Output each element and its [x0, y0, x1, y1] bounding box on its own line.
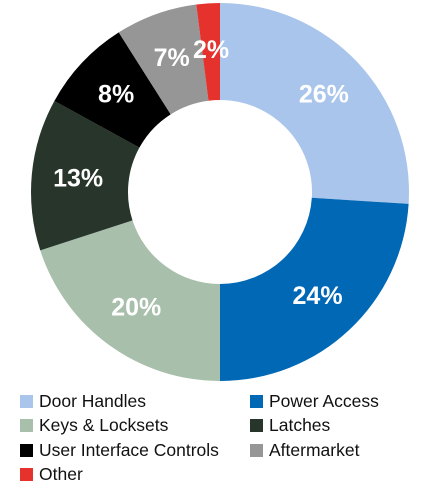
- legend-swatch: [250, 394, 263, 408]
- legend-item-aftermarket: Aftermarket: [250, 438, 359, 462]
- legend-item-power-access: Power Access: [250, 389, 379, 413]
- donut-chart: 26% 24% 20% 13% 8% 7% 2%: [31, 3, 409, 381]
- legend-item-latches: Latches: [250, 414, 330, 438]
- slice-other: [196, 3, 220, 101]
- legend-label: Power Access: [269, 390, 379, 411]
- slice-keys-and-locksets: [40, 220, 220, 381]
- data-label-user-interface-controls: 8%: [98, 80, 134, 108]
- slice-user-interface-controls: [54, 32, 171, 148]
- legend-label: Keys & Locksets: [39, 415, 169, 435]
- donut-chart-svg: 26% 24% 20% 13% 8% 7% 2%: [31, 3, 409, 381]
- data-label-door-handles: 26%: [299, 80, 349, 108]
- legend-swatch: [20, 443, 33, 457]
- data-label-aftermarket: 7%: [154, 44, 190, 72]
- legend-item-keys-and-locksets: Keys & Locksets: [20, 414, 168, 438]
- legend-item-user-interface-controls: User Interface Controls: [20, 438, 219, 462]
- legend-label: Latches: [269, 415, 331, 435]
- data-label-power-access: 24%: [293, 282, 343, 310]
- data-label-keys-and-locksets: 20%: [111, 293, 161, 321]
- legend-label: Door Handles: [39, 390, 146, 411]
- legend-swatch: [20, 468, 33, 481]
- legend-label: User Interface Controls: [39, 439, 219, 460]
- legend-swatch: [20, 419, 33, 432]
- slice-aftermarket: [118, 4, 209, 115]
- data-label-latches: 13%: [53, 165, 103, 193]
- legend-swatch: [250, 443, 263, 457]
- slice-power-access: [220, 197, 409, 381]
- slice-latches: [31, 100, 140, 251]
- slice-door-handles: [220, 3, 409, 204]
- legend-item-door-handles: Door Handles: [20, 389, 146, 413]
- legend-item-other: Other: [20, 463, 83, 487]
- legend-label: Other: [39, 464, 83, 484]
- legend-swatch: [20, 394, 33, 408]
- legend-label: Aftermarket: [269, 439, 360, 460]
- data-label-other: 2%: [193, 36, 229, 64]
- legend-swatch: [250, 419, 263, 432]
